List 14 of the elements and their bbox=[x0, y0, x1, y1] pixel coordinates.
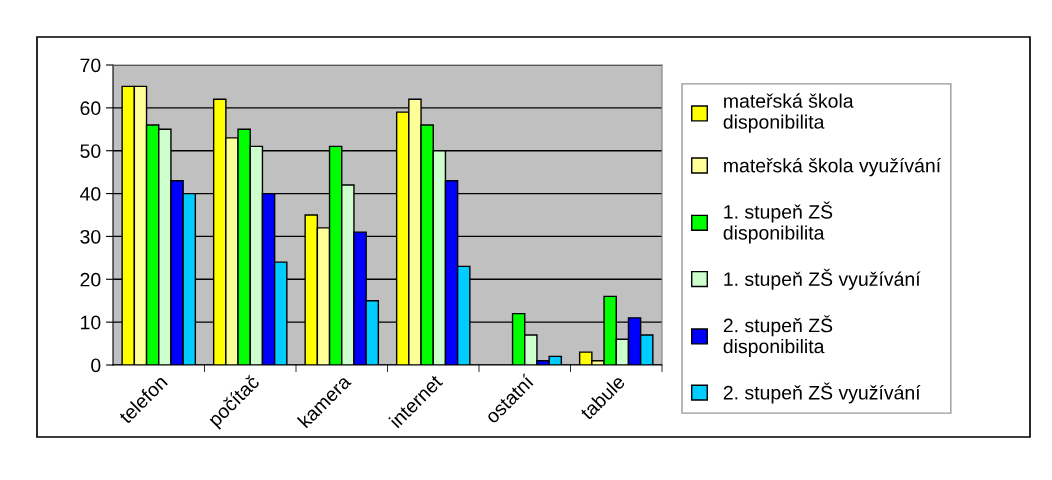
y-tick-label: 70 bbox=[80, 58, 101, 73]
legend-label: mateřská škola využívání bbox=[724, 157, 942, 177]
y-tick-label: 60 bbox=[80, 101, 101, 116]
y-tick-label: 10 bbox=[81, 315, 101, 330]
y-tick-label: 40 bbox=[80, 187, 101, 201]
legend-label: mateřská škola disponibilita bbox=[723, 93, 854, 133]
y-tick-label: 30 bbox=[80, 229, 101, 244]
y-tick-label: 0 bbox=[91, 358, 101, 373]
legend-label: 1. stupeň ZŠ využívání bbox=[724, 268, 921, 290]
legend-label: 1. stupeň ZŠ disponibilita bbox=[723, 201, 833, 244]
legend-label: 2. stupeň ZŠ disponibilita bbox=[723, 315, 833, 358]
legend-label: 2. stupeň ZŠ využívání bbox=[723, 382, 921, 404]
y-tick-label: 20 bbox=[80, 272, 101, 287]
y-tick-label: 50 bbox=[80, 144, 101, 158]
